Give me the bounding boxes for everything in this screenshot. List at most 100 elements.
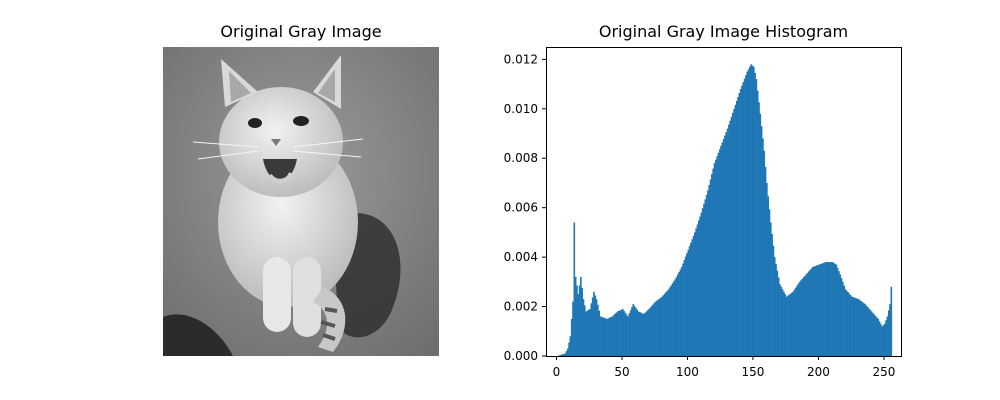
histogram-bar xyxy=(814,266,817,356)
histogram-bar xyxy=(784,294,787,356)
histogram-bar xyxy=(883,323,886,356)
histogram-bar xyxy=(635,307,637,356)
cat-eye-left xyxy=(248,118,262,128)
histogram-bar xyxy=(652,304,654,356)
histogram-bar xyxy=(863,303,865,356)
histogram-bar xyxy=(679,269,682,356)
histogram-bar xyxy=(695,228,697,356)
histogram-bar xyxy=(745,75,747,357)
histogram-bar xyxy=(826,262,828,356)
histogram-bar xyxy=(699,216,701,356)
plot-frame xyxy=(546,47,902,357)
histogram-bar xyxy=(585,311,587,356)
histogram-bar xyxy=(688,246,691,356)
histogram-bar xyxy=(720,145,722,356)
histogram-bar xyxy=(684,256,687,356)
left-panel-title: Original Gray Image xyxy=(220,22,382,41)
histogram-bar xyxy=(754,72,756,357)
histogram-bar xyxy=(860,301,862,356)
histogram-bar xyxy=(631,307,633,356)
histogram-bar xyxy=(640,312,642,356)
histogram-bar xyxy=(790,292,793,356)
histogram-bar xyxy=(658,298,661,356)
histogram-bar xyxy=(747,69,750,356)
histogram-bar xyxy=(818,264,821,356)
histogram-bar xyxy=(709,179,712,356)
histogram-bar xyxy=(662,295,665,356)
histogram-bar xyxy=(624,312,627,356)
x-axis-ticks: 0 50 100 150 200 250 xyxy=(553,356,895,379)
histogram-bar xyxy=(751,65,754,356)
histogram-bar xyxy=(597,304,599,356)
histogram-bar xyxy=(813,266,815,356)
histogram-bar xyxy=(776,270,779,356)
histogram-bar xyxy=(653,303,656,356)
histogram-bar xyxy=(767,196,769,356)
histogram-bar xyxy=(852,297,855,356)
histogram-bar xyxy=(654,301,657,356)
y-tick-label: 0.002 xyxy=(504,300,538,314)
cat-tail xyxy=(313,287,346,352)
histogram-bar xyxy=(703,203,705,356)
y-tick-label: 0.012 xyxy=(504,52,538,66)
histogram-bar xyxy=(559,355,561,356)
histogram-bar xyxy=(669,287,671,356)
histogram-bar xyxy=(771,234,773,356)
y-tick-label: 0.006 xyxy=(504,201,538,215)
histogram-bar xyxy=(618,310,620,356)
histogram-bar xyxy=(656,300,658,356)
histogram-bar xyxy=(716,156,718,356)
x-tick-label: 0 xyxy=(553,365,561,379)
histogram-bar xyxy=(743,78,746,356)
histogram-bar xyxy=(880,323,882,356)
histogram-bar xyxy=(645,311,648,356)
histogram-bar xyxy=(746,71,749,356)
histogram-bar xyxy=(780,286,783,356)
histogram-bar xyxy=(758,102,760,357)
histogram-bar xyxy=(810,268,813,356)
histogram-bar xyxy=(648,309,650,356)
histogram-bar xyxy=(847,292,849,356)
histogram-bar xyxy=(611,316,614,356)
histogram-bar xyxy=(779,284,781,356)
histogram-bar xyxy=(737,96,739,357)
histogram-bar xyxy=(887,310,890,356)
histogram-bar xyxy=(674,279,676,356)
histogram-bar xyxy=(619,310,621,356)
gray-cat-image xyxy=(163,47,439,356)
histogram-bar xyxy=(574,276,577,356)
x-tick-label: 200 xyxy=(807,365,830,379)
histogram-bar xyxy=(839,274,842,356)
histogram-bar xyxy=(687,249,690,356)
histogram-bar xyxy=(705,194,708,356)
histogram-bar xyxy=(766,182,768,356)
histogram-bar xyxy=(805,274,807,356)
histogram-bar xyxy=(864,304,866,356)
y-axis-ticks: 0.000 0.002 0.004 0.006 0.008 0.010 0.012 xyxy=(504,52,546,363)
histogram-bar xyxy=(873,314,876,356)
histogram-bar xyxy=(713,163,716,356)
histogram-bar xyxy=(628,313,631,356)
histogram-bar xyxy=(649,307,652,356)
histogram-bar xyxy=(641,313,644,356)
histogram-bar xyxy=(620,309,623,356)
histogram-bar xyxy=(566,348,569,356)
histogram-bar xyxy=(749,66,751,356)
dark-object xyxy=(163,314,233,356)
histogram-bar xyxy=(742,82,745,356)
histogram-title: Original Gray Image Histogram xyxy=(598,22,849,41)
histogram-bar xyxy=(625,314,628,356)
histogram-bar xyxy=(730,116,733,357)
histogram-bar xyxy=(650,306,653,356)
histogram-bar xyxy=(797,283,800,356)
histogram-bar xyxy=(603,317,606,356)
histogram-bar xyxy=(845,290,848,356)
histogram-bar xyxy=(869,310,872,356)
histogram-bar xyxy=(707,190,709,356)
cat-nose xyxy=(271,139,281,146)
histogram-bar xyxy=(721,142,724,356)
histogram-bar xyxy=(859,300,861,356)
histogram-bar xyxy=(801,278,804,356)
histogram-bar xyxy=(777,277,780,356)
histogram-bar xyxy=(804,275,806,356)
